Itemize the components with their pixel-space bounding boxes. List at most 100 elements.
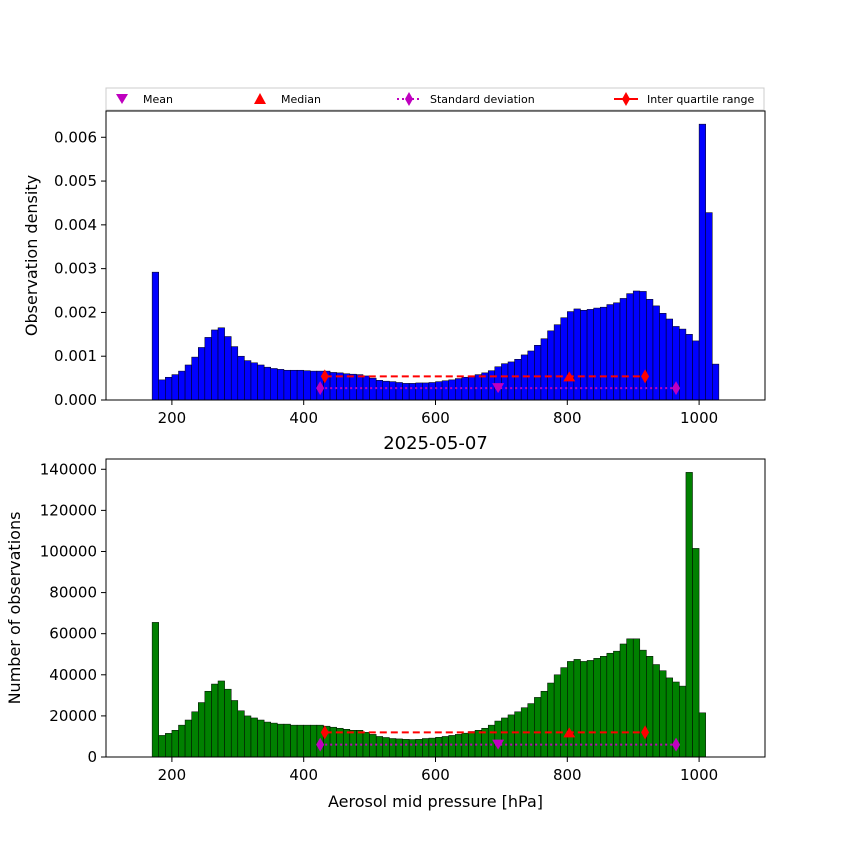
y-axis-label: Observation density	[22, 175, 41, 336]
stat-markers	[316, 369, 681, 396]
median-marker	[563, 727, 576, 738]
histogram-bar	[679, 685, 687, 758]
histogram-bar	[395, 382, 403, 401]
y-tick-label: 0	[87, 748, 97, 766]
histogram-bar	[632, 290, 641, 401]
histogram-bar	[692, 340, 700, 401]
histogram-bar	[395, 738, 403, 758]
histogram-bar	[501, 717, 509, 758]
histogram-bar	[382, 380, 390, 401]
y-tick-label: 140000	[40, 460, 97, 478]
histogram-bar	[448, 379, 456, 401]
histogram-bar	[204, 337, 212, 401]
histogram-bar	[534, 697, 542, 758]
legend-median-label: Median	[281, 93, 321, 106]
histogram-bar	[527, 703, 535, 758]
y-tick-label: 120000	[40, 501, 97, 519]
histogram-bar	[303, 370, 311, 401]
histogram-bar	[257, 364, 265, 401]
histogram-bar	[198, 702, 206, 758]
histogram-bar	[204, 690, 212, 758]
histogram-bars	[151, 123, 720, 401]
histogram-bar	[514, 359, 522, 401]
y-tick-label: 0.000	[54, 391, 97, 409]
histogram-bar	[619, 298, 627, 401]
histogram-bar	[646, 299, 654, 401]
median-marker	[563, 371, 576, 382]
histogram-bar	[211, 683, 219, 758]
histogram-bar	[520, 354, 529, 401]
histogram-bar	[165, 733, 173, 758]
histogram-bar	[349, 373, 357, 401]
y-axis: 0 20000 40000 60000 80000 100000 120000 140000	[40, 460, 106, 766]
legend: Mean Median Standard deviation Inter qua…	[105, 87, 765, 111]
histogram-bar	[428, 382, 436, 401]
x-tick-label: 600	[421, 409, 450, 427]
histogram-bar	[382, 737, 390, 758]
histogram-bar	[422, 382, 430, 401]
iqr-low-marker	[320, 725, 329, 740]
histogram-bar	[600, 656, 608, 758]
histogram-bar	[184, 719, 192, 758]
histogram-bar	[639, 649, 647, 758]
histogram-bar	[593, 658, 601, 758]
histogram-bar	[586, 309, 594, 401]
mean-marker	[492, 383, 505, 394]
histogram-bar	[158, 379, 166, 401]
histogram-bar	[415, 739, 423, 758]
legend-entry-iqr: Inter quartile range	[614, 92, 754, 106]
histogram-bar	[560, 667, 568, 758]
histogram-bar	[178, 724, 186, 758]
iqr-low-marker	[320, 369, 329, 384]
histogram-bar	[237, 355, 245, 401]
histogram-bar	[474, 730, 482, 758]
histogram-bar	[547, 682, 555, 758]
histogram-bar	[540, 690, 548, 758]
histogram-bar	[224, 688, 232, 758]
histogram-bar	[310, 370, 318, 401]
histogram-bar	[408, 383, 416, 401]
x-tick-label: 1000	[680, 409, 718, 427]
histogram-bar	[257, 719, 265, 758]
histogram-bar	[540, 338, 548, 401]
histogram-bar	[356, 730, 364, 758]
histogram-bar	[211, 329, 219, 401]
histogram-bar	[507, 361, 515, 401]
histogram-bar	[244, 715, 252, 758]
histogram-bar	[573, 659, 581, 758]
y-tick-label: 80000	[49, 584, 97, 602]
histogram-bar	[507, 714, 515, 758]
histogram-bar	[151, 271, 159, 401]
y-tick-label: 0.001	[54, 347, 97, 365]
histogram-bar	[685, 334, 693, 401]
histogram-bar	[171, 730, 179, 758]
x-tick-label: 400	[289, 409, 318, 427]
std-high-marker	[672, 381, 681, 396]
histogram-bar	[178, 370, 186, 401]
y-tick-label: 0.006	[54, 128, 97, 146]
histogram-bar	[514, 711, 522, 758]
histogram-bar	[685, 472, 693, 758]
histogram-bar	[501, 363, 509, 401]
legend-mean-marker	[116, 94, 128, 104]
histogram-bar	[461, 732, 469, 758]
histogram-bar	[151, 622, 159, 758]
histogram-bar	[435, 381, 443, 401]
histogram-bar	[224, 336, 232, 401]
y-axis-label: Number of observations	[5, 512, 24, 705]
histogram-bar	[593, 307, 601, 401]
x-tick-label: 200	[158, 409, 187, 427]
histogram-bar	[296, 724, 304, 758]
y-tick-label: 0.002	[54, 303, 97, 321]
histogram-bar	[626, 638, 634, 758]
histogram-bars	[151, 472, 706, 758]
histogram-bar	[567, 311, 575, 401]
histogram-bar	[237, 710, 245, 758]
histogram-bar	[422, 738, 430, 758]
histogram-bar	[415, 382, 423, 401]
legend-entry-median: Median	[254, 93, 321, 106]
histogram-bar	[652, 664, 660, 758]
histogram-bar	[250, 362, 258, 401]
histogram-bar	[389, 738, 397, 758]
legend-iqr-marker	[622, 92, 630, 106]
